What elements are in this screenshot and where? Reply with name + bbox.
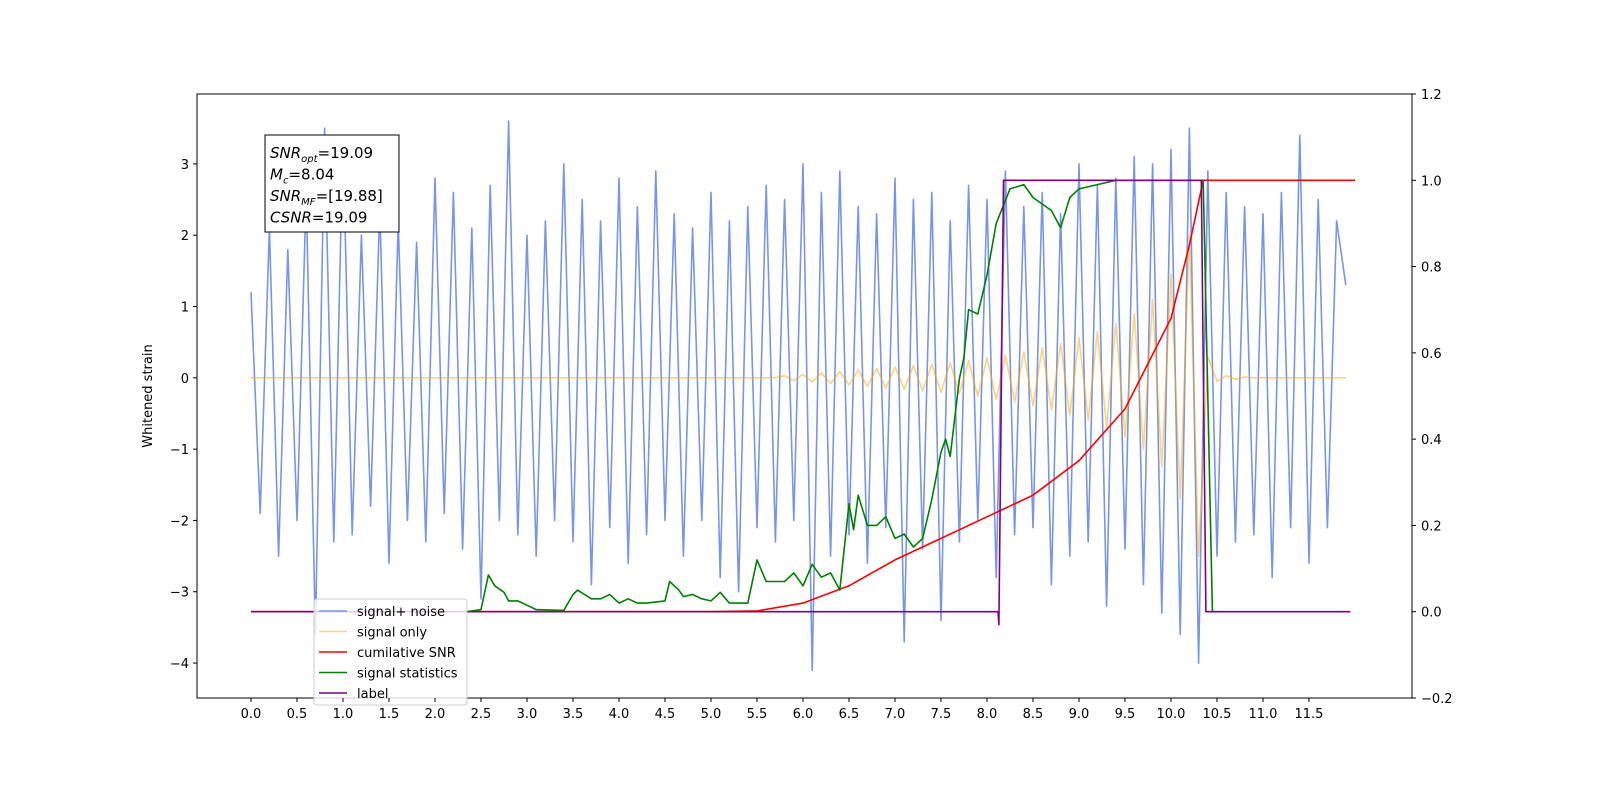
x-tick-label: 7.0: [885, 707, 906, 722]
y2-tick-label: 0.0: [1421, 606, 1442, 621]
x-tick-label: 0.5: [287, 707, 308, 722]
y2-tick-label: 0.4: [1421, 433, 1442, 448]
annotation-line: SNRMF=[19.88]: [270, 187, 383, 208]
y-axis-label: Whitened strain: [141, 344, 156, 447]
y2-tick-label: −0.2: [1421, 692, 1453, 707]
annotation-value: =19.09: [318, 144, 374, 162]
x-tick-label: 1.0: [333, 707, 354, 722]
x-tick-label: 10.5: [1202, 707, 1231, 722]
annotation-subscript: opt: [301, 154, 318, 165]
y-tick-label: −4: [170, 657, 189, 672]
series-line: [251, 234, 1346, 557]
x-tick-label: 6.5: [839, 707, 860, 722]
y-tick-label: 3: [181, 158, 189, 173]
axes-frame: [196, 93, 1413, 699]
y-tick-label: 0: [181, 372, 189, 387]
y-tick-label: −1: [170, 443, 189, 458]
legend-label: signal+ noise: [357, 605, 445, 620]
y-tick-label: 1: [181, 301, 189, 316]
x-tick-label: 11.5: [1294, 707, 1323, 722]
y-tick-label: −3: [170, 586, 189, 601]
series-line: [467, 179, 1217, 613]
x-tick-label: 7.5: [931, 707, 952, 722]
annotation-subscript: MF: [301, 197, 316, 208]
x-tick-label: 9.0: [1069, 707, 1090, 722]
series-line: [250, 120, 1347, 672]
annotation-line: Mc=8.04: [270, 166, 334, 187]
annotation-value: =[19.88]: [316, 187, 383, 205]
legend: signal+ noise signal only cumilative SNR si…: [313, 598, 468, 706]
legend-frame: [313, 598, 468, 706]
x-tick-label: 10.0: [1156, 707, 1185, 722]
x-tick-label: 2.5: [471, 707, 492, 722]
y2-tick-label: 0.6: [1421, 347, 1442, 362]
x-tick-label: 8.5: [1023, 707, 1044, 722]
annotation-symbol: M: [270, 166, 283, 184]
legend-label: cumilative SNR: [357, 646, 456, 661]
annotation-value: =8.04: [288, 166, 334, 184]
x-tick-label: 9.5: [1115, 707, 1136, 722]
y2-tick-label: 0.2: [1421, 519, 1442, 534]
x-tick-label: 0.0: [241, 707, 262, 722]
y2-tick-label: 0.8: [1421, 261, 1442, 276]
x-tick-label: 8.0: [977, 707, 998, 722]
y-tick-label: 2: [181, 229, 189, 244]
y2-tick-label: 1.2: [1421, 88, 1442, 103]
y-tick-label: −2: [170, 514, 189, 529]
x-tick-label: 4.5: [655, 707, 676, 722]
x-tick-label: 5.0: [701, 707, 722, 722]
series-line: [251, 179, 1351, 626]
series-line: [251, 179, 1355, 613]
x-tick-label: 3.5: [563, 707, 584, 722]
annotation-frame: [264, 134, 400, 233]
x-tick-label: 2.0: [425, 707, 446, 722]
x-tick-label: 4.0: [609, 707, 630, 722]
annotation-subscript: c: [283, 176, 289, 187]
x-tick-label: 5.5: [747, 707, 768, 722]
legend-label: signal only: [357, 626, 427, 641]
annotation-symbol: CSNR: [270, 209, 312, 227]
legend-label: label: [357, 687, 388, 702]
annotation-symbol: SNR: [270, 144, 301, 162]
annotation-line: CSNR=19.09: [270, 209, 367, 227]
x-tick-label: 1.5: [379, 707, 400, 722]
legend-label: signal statistics: [357, 667, 458, 682]
x-tick-label: 6.0: [793, 707, 814, 722]
plot-area: [250, 120, 1355, 672]
annotation-box: SNRopt=19.09Mc=8.04SNRMF=[19.88]CSNR=19.…: [264, 134, 400, 233]
y2-tick-label: 1.0: [1421, 174, 1442, 189]
x-tick-label: 3.0: [517, 707, 538, 722]
x-tick-label: 11.0: [1248, 707, 1277, 722]
annotation-symbol: SNR: [270, 187, 301, 205]
annotation-line: SNRopt=19.09: [270, 144, 373, 165]
annotation-value: =19.09: [312, 209, 368, 227]
